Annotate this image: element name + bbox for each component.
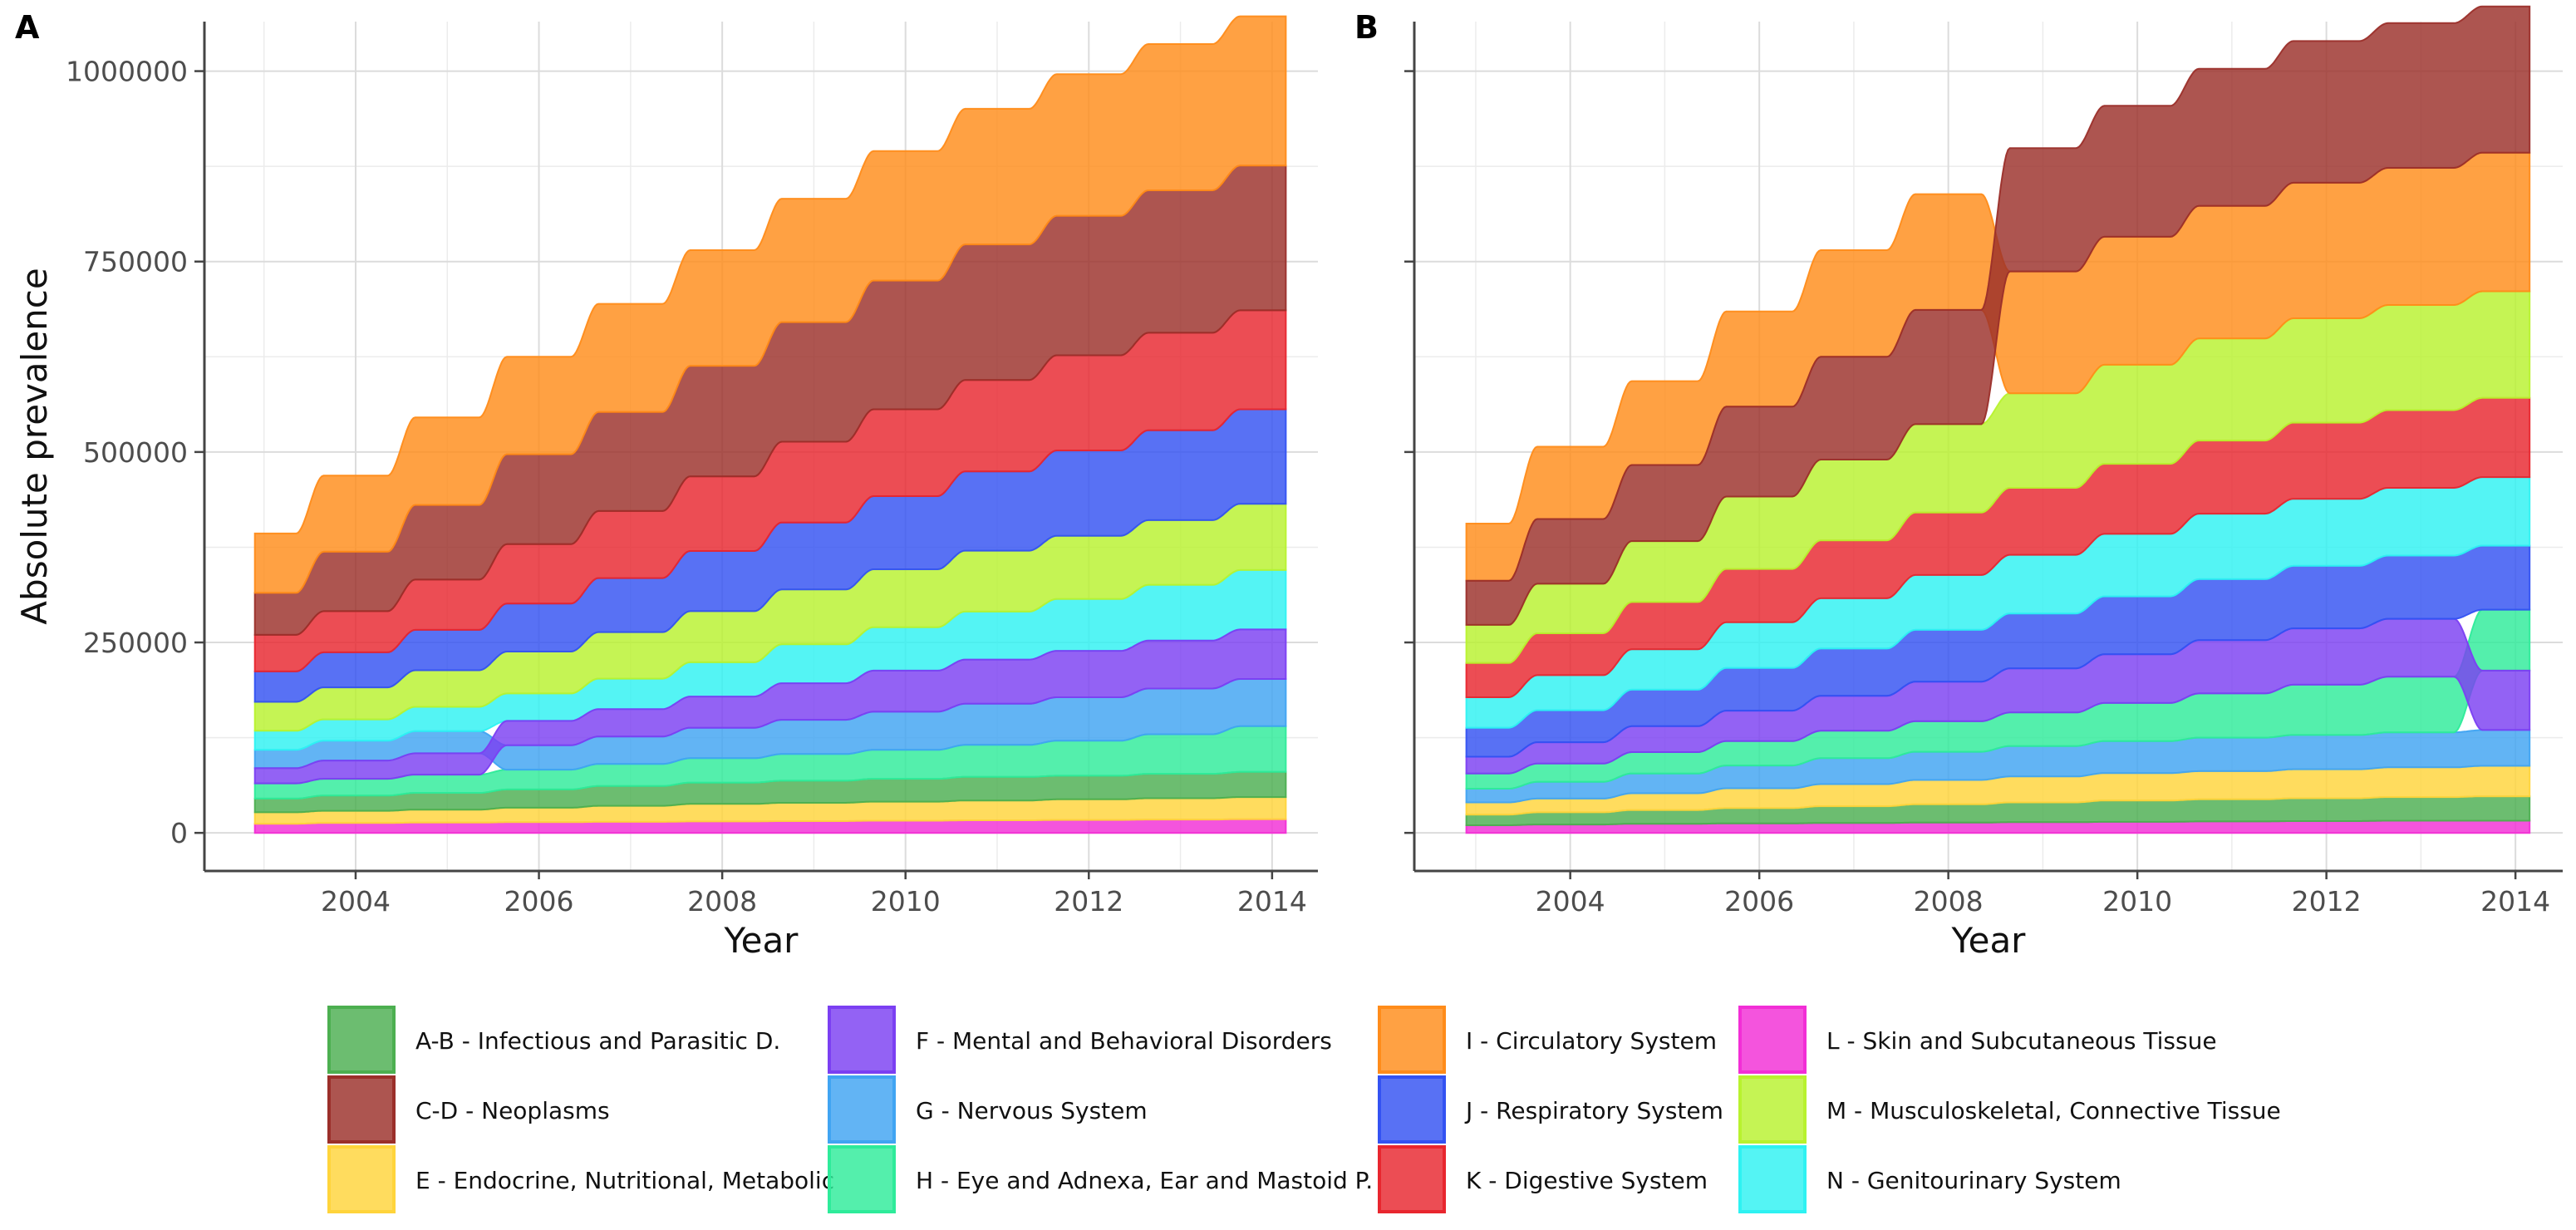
x-tick-label: 2006 bbox=[1724, 885, 1794, 918]
x-tick-label: 2004 bbox=[1536, 885, 1605, 918]
legend: A-B - Infectious and Parasitic D. C-D - N… bbox=[327, 1006, 2281, 1213]
x-tick-label: 2014 bbox=[1237, 885, 1307, 918]
x-tick-label: 2006 bbox=[504, 885, 574, 918]
legend-swatch-g bbox=[828, 1075, 896, 1144]
legend-swatch-j bbox=[1378, 1075, 1446, 1144]
series-band-f bbox=[253, 628, 1287, 785]
legend-swatch-f bbox=[828, 1006, 896, 1074]
legend-swatch-m bbox=[1738, 1075, 1807, 1144]
y-tick-label: 250000 bbox=[83, 627, 188, 659]
legend-label-c-d: C-D - Neoplasms bbox=[415, 1097, 610, 1124]
y-tick-label: 500000 bbox=[83, 436, 188, 469]
legend-label-g: G - Nervous System bbox=[916, 1097, 1148, 1124]
legend-label-h: H - Eye and Adnexa, Ear and Mastoid P. bbox=[916, 1167, 1373, 1194]
legend-label-f: F - Mental and Behavioral Disorders bbox=[916, 1027, 1332, 1055]
legend-label-m: M - Musculoskeletal, Connective Tissue bbox=[1826, 1097, 2281, 1124]
x-tick-label: 2014 bbox=[2480, 885, 2550, 918]
legend-swatch-e bbox=[327, 1145, 396, 1213]
legend-swatch-a-b bbox=[327, 1006, 396, 1074]
legend-swatch-h bbox=[828, 1145, 896, 1213]
y-tick-label: 1000000 bbox=[66, 56, 188, 88]
legend-swatch-c-d bbox=[327, 1075, 396, 1144]
x-tick-label: 2012 bbox=[2292, 885, 2362, 918]
x-tick-label: 2008 bbox=[687, 885, 757, 918]
legend-label-j: J - Respiratory System bbox=[1464, 1097, 1723, 1124]
legend-swatch-n bbox=[1738, 1145, 1807, 1213]
bands bbox=[253, 15, 1287, 834]
panel-label: A bbox=[15, 9, 40, 46]
x-tick-label: 2012 bbox=[1054, 885, 1123, 918]
panel-b: 2004 2006 2008 2010 2012 2014 Year B bbox=[1354, 5, 2563, 961]
series-band-c-d bbox=[1465, 5, 2531, 626]
series-band-i bbox=[253, 15, 1287, 594]
legend-label-a-b: A-B - Infectious and Parasitic D. bbox=[415, 1027, 780, 1055]
legend-label-l: L - Skin and Subcutaneous Tissue bbox=[1826, 1027, 2217, 1055]
x-axis-title: Year bbox=[1951, 920, 2027, 961]
legend-swatch-i bbox=[1378, 1006, 1446, 1074]
x-tick-label: 2010 bbox=[871, 885, 941, 918]
panel-label: B bbox=[1354, 9, 1379, 46]
y-tick-label: 750000 bbox=[83, 246, 188, 278]
legend-swatch-k bbox=[1378, 1145, 1446, 1213]
legend-label-k: K - Digestive System bbox=[1466, 1167, 1708, 1194]
legend-label-n: N - Genitourinary System bbox=[1826, 1167, 2121, 1194]
legend-label-e: E - Endocrine, Nutritional, Metabolic bbox=[415, 1167, 834, 1194]
panel-a: 2004 2006 2008 2010 2012 2014 0 250000 500000 750… bbox=[14, 9, 1318, 961]
x-tick-label: 2004 bbox=[321, 885, 391, 918]
y-tick-label: 0 bbox=[170, 817, 188, 849]
x-axis-title: Year bbox=[724, 920, 799, 961]
legend-label-i: I - Circulatory System bbox=[1466, 1027, 1717, 1055]
x-tick-label: 2010 bbox=[2102, 885, 2172, 918]
legend-swatch-l bbox=[1738, 1006, 1807, 1074]
y-axis-title: Absolute prevalence bbox=[14, 268, 55, 624]
bands bbox=[1465, 5, 2531, 834]
x-tick-label: 2008 bbox=[1914, 885, 1984, 918]
